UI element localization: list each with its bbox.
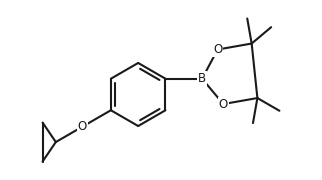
Text: O: O bbox=[78, 120, 87, 133]
Text: O: O bbox=[219, 98, 228, 111]
Text: O: O bbox=[213, 43, 222, 56]
Text: B: B bbox=[198, 72, 206, 85]
